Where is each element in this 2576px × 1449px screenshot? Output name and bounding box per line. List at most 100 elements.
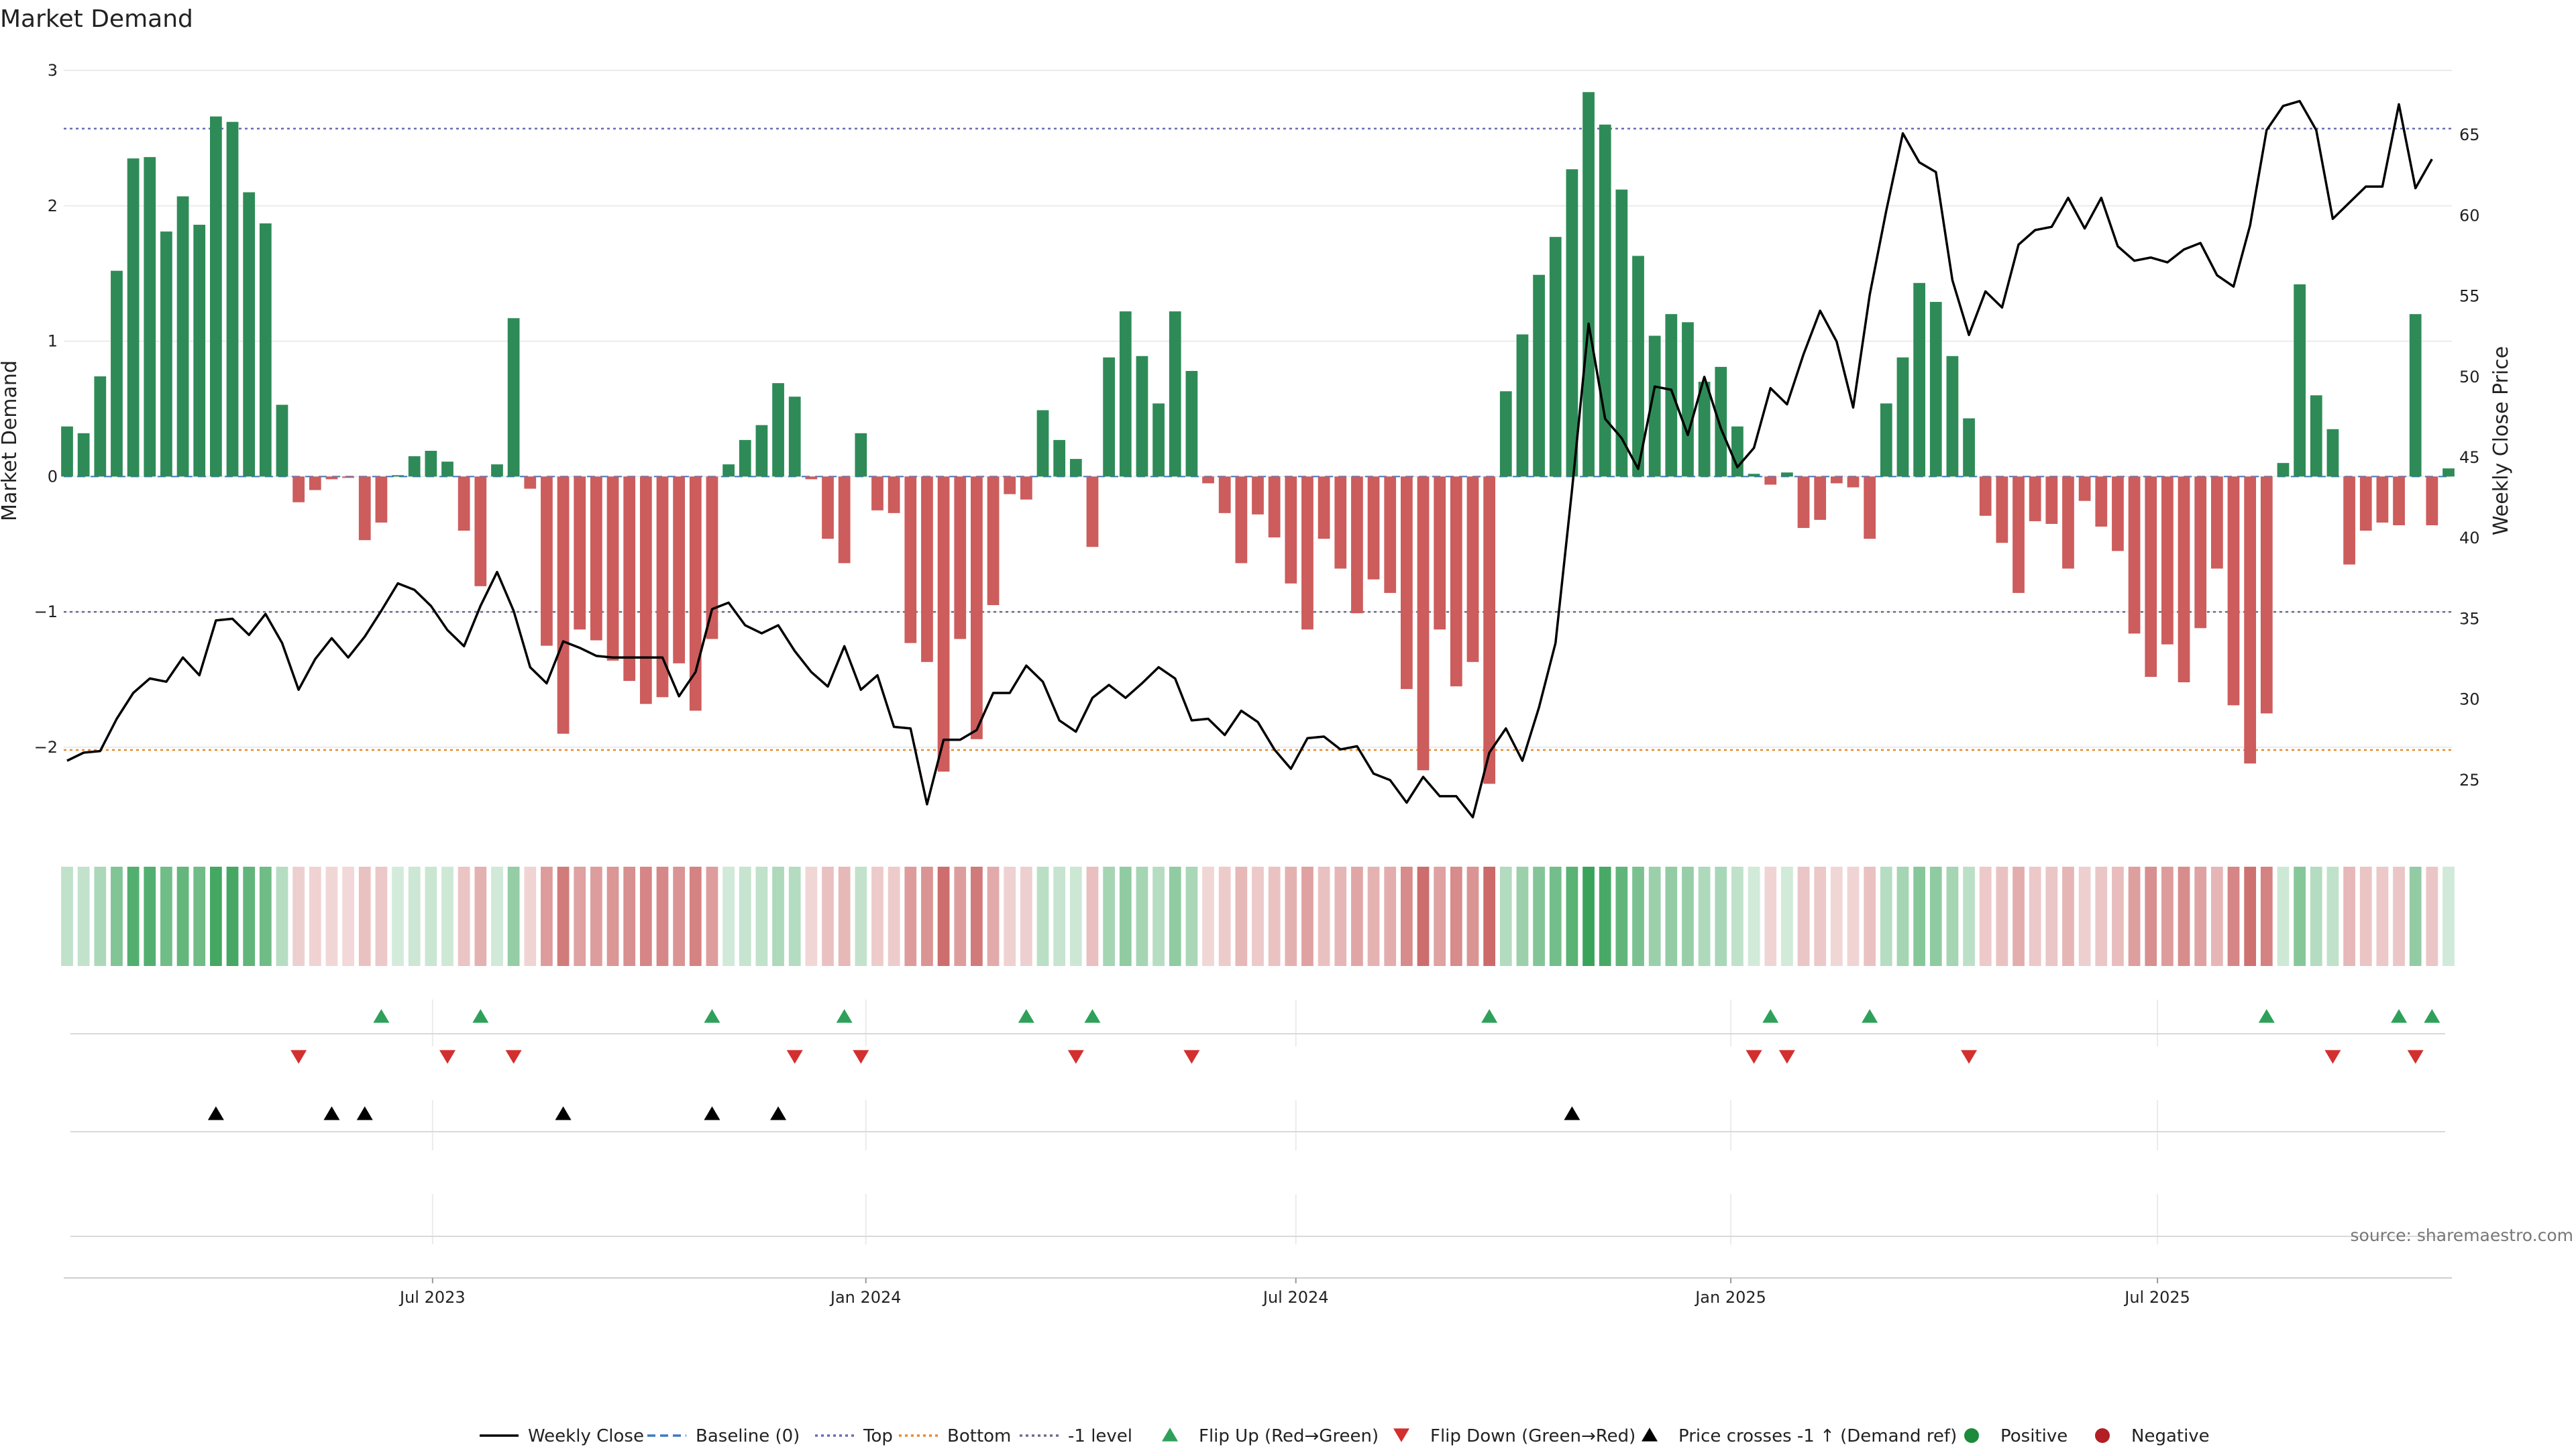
heat-cell bbox=[1268, 867, 1281, 966]
demand-bar bbox=[722, 464, 735, 477]
demand-bar bbox=[1235, 476, 1248, 564]
flip-up-marker bbox=[2391, 1009, 2408, 1023]
heat-cell bbox=[1582, 867, 1595, 966]
demand-bar bbox=[1996, 476, 2008, 543]
demand-bar bbox=[1665, 314, 1678, 477]
demand-bar bbox=[788, 396, 801, 477]
demand-bar bbox=[1334, 476, 1347, 569]
legend-label: Top bbox=[863, 1426, 893, 1446]
legend-swatch bbox=[1393, 1428, 1409, 1442]
heat-cell bbox=[358, 867, 371, 966]
heat-cell bbox=[1499, 867, 1512, 966]
heat-cell bbox=[1020, 867, 1032, 966]
demand-bar bbox=[971, 476, 983, 739]
left-tick-label: −1 bbox=[34, 602, 58, 621]
heat-cell bbox=[971, 867, 983, 966]
heat-cell bbox=[2260, 867, 2273, 966]
demand-bar bbox=[2409, 314, 2422, 477]
heat-cell bbox=[1318, 867, 1330, 966]
heat-cell bbox=[1218, 867, 1231, 966]
demand-bar bbox=[706, 476, 718, 639]
heat-cell bbox=[689, 867, 702, 966]
left-axis-label: Market Demand bbox=[0, 360, 21, 521]
legend-item: Price crosses -1 ↑ (Demand ref) bbox=[1642, 1426, 1957, 1446]
demand-bar bbox=[805, 476, 818, 480]
demand-bar bbox=[144, 157, 156, 477]
legend-label: Bottom bbox=[947, 1426, 1011, 1446]
demand-bar bbox=[921, 476, 933, 662]
flip-down-marker bbox=[1067, 1050, 1084, 1064]
heat-cell bbox=[2376, 867, 2389, 966]
demand-bar bbox=[309, 476, 321, 490]
demand-bar bbox=[1566, 169, 1578, 477]
demand-bar bbox=[2095, 476, 2108, 527]
heat-cell bbox=[755, 867, 768, 966]
demand-bar bbox=[1582, 92, 1595, 477]
demand-bar bbox=[160, 231, 172, 477]
left-tick-label: 3 bbox=[48, 61, 58, 80]
legend-label: Baseline (0) bbox=[696, 1426, 800, 1446]
legend-item: Positive bbox=[1964, 1426, 2068, 1446]
heat-cell bbox=[127, 867, 140, 966]
heat-cell bbox=[904, 867, 917, 966]
demand-bar bbox=[1864, 476, 1876, 539]
source-note: source: sharemaestro.com bbox=[2351, 1226, 2574, 1245]
legend-swatch bbox=[2095, 1428, 2110, 1443]
demand-bar bbox=[2426, 476, 2438, 525]
x-tick-label: Jan 2025 bbox=[1694, 1288, 1766, 1307]
demand-bar bbox=[325, 476, 338, 480]
demand-bar bbox=[441, 462, 453, 477]
legend-label: Flip Down (Green→Red) bbox=[1430, 1426, 1635, 1446]
heat-cell bbox=[2343, 867, 2355, 966]
heat-cell bbox=[2112, 867, 2124, 966]
left-axis-ticks: −2 −1 0 1 2 3 bbox=[34, 61, 58, 757]
heat-cell bbox=[2161, 867, 2174, 966]
heat-cell bbox=[2409, 867, 2422, 966]
reference-lines bbox=[64, 127, 2452, 751]
left-tick-label: 0 bbox=[48, 467, 58, 486]
flip-up-marker bbox=[704, 1009, 720, 1023]
heat-cell bbox=[1103, 867, 1115, 966]
heat-cell bbox=[425, 867, 437, 966]
flip-down-marker bbox=[786, 1050, 803, 1064]
demand-bar bbox=[2194, 476, 2207, 629]
heat-cell bbox=[2128, 867, 2141, 966]
heat-cell bbox=[243, 867, 256, 966]
demand-bar bbox=[1351, 476, 1363, 614]
demand-bar bbox=[1417, 476, 1430, 771]
price-cross-marker bbox=[1564, 1106, 1580, 1120]
demand-bar bbox=[2260, 476, 2273, 714]
demand-bar bbox=[1516, 334, 1529, 477]
legend-label: Positive bbox=[2000, 1426, 2068, 1446]
demand-bar bbox=[474, 476, 487, 586]
demand-bar bbox=[1615, 189, 1628, 477]
heat-cell bbox=[1632, 867, 1644, 966]
demand-bar bbox=[2443, 468, 2455, 477]
demand-bar bbox=[888, 476, 900, 513]
heat-cell bbox=[276, 867, 288, 966]
demand-bar bbox=[2029, 476, 2041, 521]
event-marker-panels bbox=[64, 1009, 2452, 1279]
heat-cell bbox=[557, 867, 570, 966]
legend: Weekly Close Baseline (0) Top Bottom -1 leve… bbox=[480, 1426, 2210, 1446]
heat-cell bbox=[1814, 867, 1827, 966]
demand-bar bbox=[193, 225, 206, 477]
heat-cell bbox=[160, 867, 172, 966]
demand-bar bbox=[1169, 311, 1181, 477]
demand-bar bbox=[606, 476, 619, 661]
heat-cell bbox=[838, 867, 851, 966]
right-tick-label: 45 bbox=[2459, 448, 2480, 467]
demand-bar bbox=[1764, 476, 1777, 485]
heat-cell bbox=[1004, 867, 1016, 966]
flip-down-marker bbox=[1961, 1050, 1978, 1064]
heat-cell bbox=[342, 867, 354, 966]
legend-swatch bbox=[1162, 1428, 1178, 1442]
heat-cell bbox=[639, 867, 652, 966]
heat-cell bbox=[1599, 867, 1611, 966]
flip-down-marker bbox=[2407, 1050, 2424, 1064]
demand-bar bbox=[458, 476, 470, 531]
heat-cell bbox=[2326, 867, 2339, 966]
heat-cell bbox=[722, 867, 735, 966]
heat-cell bbox=[822, 867, 834, 966]
heat-cell bbox=[1185, 867, 1198, 966]
